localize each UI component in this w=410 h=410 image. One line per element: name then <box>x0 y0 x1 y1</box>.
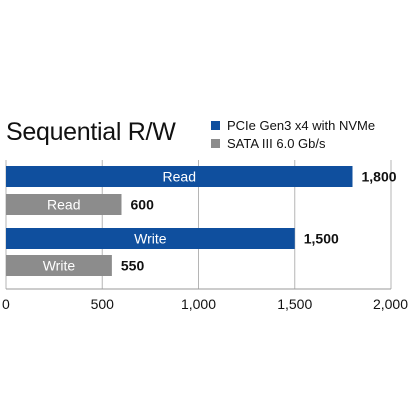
bar-value-label: 600 <box>131 197 155 213</box>
x-tick-label: 2,000 <box>373 296 408 312</box>
legend-label-sata: SATA III 6.0 Gb/s <box>227 135 326 151</box>
legend: PCIe Gen3 x4 with NVMe SATA III 6.0 Gb/s <box>211 116 375 152</box>
legend-item-pcie: PCIe Gen3 x4 with NVMe <box>211 116 375 134</box>
bar-value-label: 1,800 <box>362 169 397 185</box>
bar <box>6 255 112 276</box>
bar-value-label: 1,500 <box>304 231 339 247</box>
bar-category-label: Read <box>163 169 196 185</box>
bar-category-label: Read <box>47 197 80 213</box>
x-tick-label: 1,000 <box>181 296 216 312</box>
x-tick-label: 0 <box>2 296 10 312</box>
legend-item-sata: SATA III 6.0 Gb/s <box>211 134 375 152</box>
bar <box>6 166 353 187</box>
chart-title: Sequential R/W <box>6 118 176 146</box>
bar <box>6 194 122 215</box>
x-tick-label: 1,500 <box>277 296 312 312</box>
bar-value-label: 550 <box>121 258 145 274</box>
legend-swatch-pcie <box>211 120 220 130</box>
bar <box>6 228 295 249</box>
x-tick-label: 500 <box>91 296 115 312</box>
legend-label-pcie: PCIe Gen3 x4 with NVMe <box>227 117 376 133</box>
bar-category-label: Write <box>134 231 167 247</box>
legend-swatch-sata <box>211 138 220 148</box>
bar-category-label: Write <box>43 258 76 274</box>
